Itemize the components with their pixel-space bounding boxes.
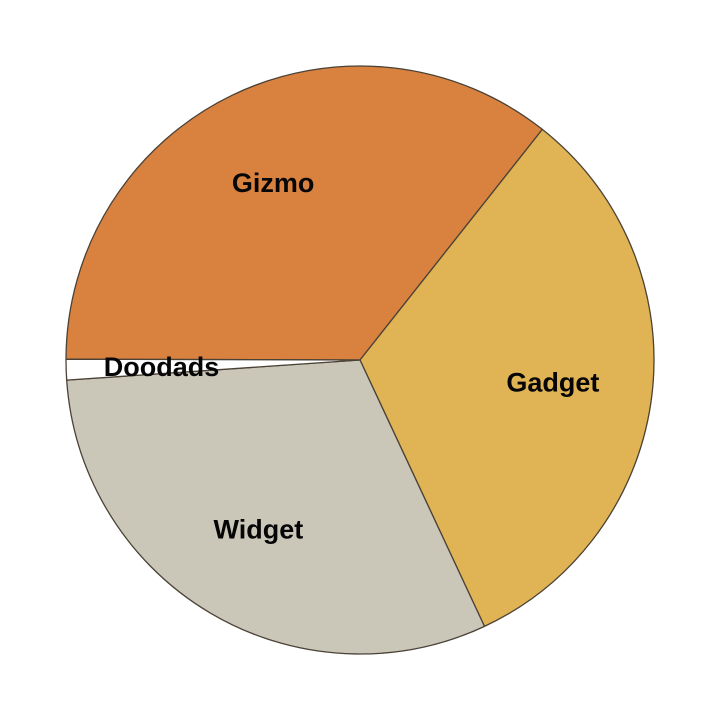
svg-text:Doodads: Doodads: [104, 352, 220, 382]
svg-text:Widget: Widget: [214, 515, 304, 545]
svg-text:Gadget: Gadget: [506, 368, 599, 398]
svg-text:Gizmo: Gizmo: [232, 168, 315, 198]
